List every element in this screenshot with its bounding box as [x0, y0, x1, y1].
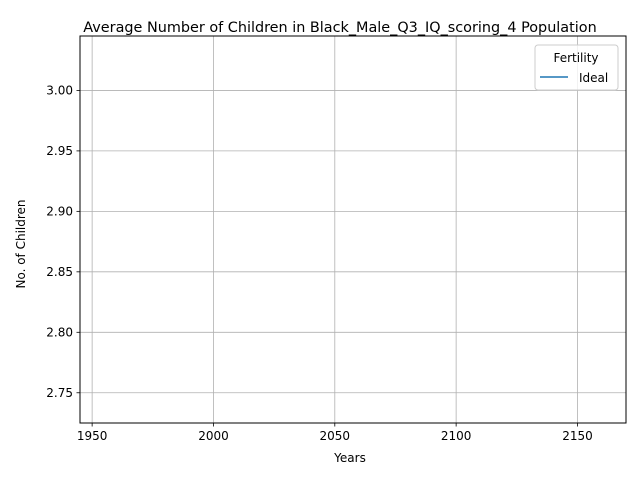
y-tick-label: 3.00	[46, 83, 73, 97]
x-tick-label: 1950	[77, 429, 108, 443]
grid	[80, 36, 626, 423]
y-tick-label: 2.75	[46, 386, 73, 400]
y-tick-label: 2.90	[46, 204, 73, 218]
x-tick-label: 2000	[198, 429, 229, 443]
legend-box	[534, 44, 619, 91]
x-tick-label: 2100	[441, 429, 472, 443]
x-axis-label: Years	[333, 451, 366, 465]
legend-entry-ideal: Ideal	[579, 71, 608, 85]
chart-title: Average Number of Children in Black_Male…	[83, 20, 596, 36]
y-axis-label: No. of Children	[14, 199, 28, 288]
legend-title: Fertility	[553, 51, 598, 65]
y-tick-label: 2.80	[46, 325, 73, 339]
y-tick-label: 2.95	[46, 144, 73, 158]
plot-frame	[79, 35, 627, 424]
x-tick-label: 2050	[320, 429, 351, 443]
x-tick-label: 2150	[562, 429, 593, 443]
y-tick-label: 2.85	[46, 265, 73, 279]
ticks: 1950 2000 2050 2100 2150 2.75 2.80 2.85 2.90 2.95…	[46, 83, 592, 443]
legend: Fertility Ideal	[534, 44, 619, 91]
